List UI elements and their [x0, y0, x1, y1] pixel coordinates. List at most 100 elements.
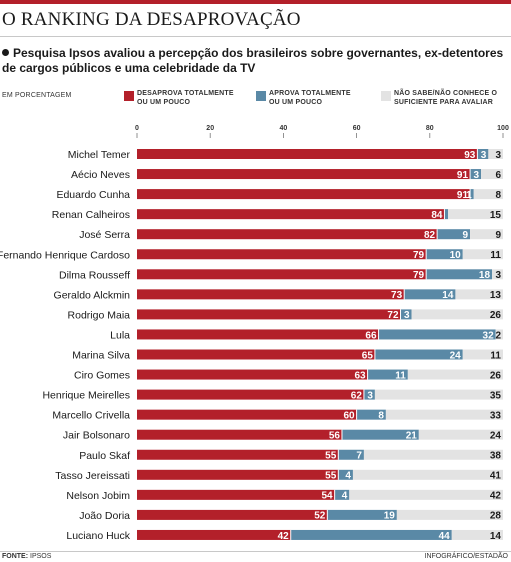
data-label-unknown: 24	[490, 431, 502, 442]
bar-disapprove	[137, 449, 339, 460]
category-label: Renan Calheiros	[52, 209, 130, 221]
bar-unknown	[455, 289, 503, 300]
data-label-unknown: 35	[490, 390, 502, 401]
top-rule	[0, 0, 511, 4]
legend-item-unknown: NÃO SABE/NÃO CONHECE O SUFICIENTE PARA A…	[381, 90, 497, 107]
source-note: FONTE: IPSOS	[2, 553, 51, 560]
bar-disapprove	[137, 389, 364, 400]
category-label: Rodrigo Maia	[68, 309, 131, 321]
data-label-disapprove: 84	[431, 210, 443, 221]
bar-approve	[356, 409, 386, 420]
data-label-disapprove: 65	[362, 350, 374, 361]
category-label: Henrique Meirelles	[42, 390, 130, 402]
bar-unknown	[470, 229, 503, 240]
credit-note: INFOGRÁFICO/ESTADÃO	[424, 553, 509, 560]
bar-unknown	[385, 409, 503, 420]
category-label: Eduardo Cunha	[56, 189, 130, 201]
data-label-disapprove: 91	[457, 190, 469, 201]
data-label-approve: 21	[406, 431, 418, 442]
footer-divider	[0, 551, 511, 552]
category-label: Michel Temer	[68, 149, 131, 161]
bar-disapprove	[137, 189, 471, 200]
unit-label: EM PORCENTAGEM	[2, 92, 72, 99]
bar-approve	[338, 449, 364, 460]
category-label: Geraldo Alckmin	[54, 289, 131, 301]
bar-disapprove	[137, 169, 471, 180]
bar-approve	[367, 369, 408, 380]
bar-unknown	[396, 509, 503, 520]
data-label-disapprove: 42	[278, 531, 290, 542]
data-label-unknown: 9	[495, 230, 501, 241]
category-label: Lula	[110, 329, 130, 341]
bar-unknown	[462, 349, 503, 360]
legend-swatch-disapprove	[124, 91, 134, 101]
source-label: FONTE:	[2, 553, 29, 560]
data-label-approve: 3	[404, 310, 410, 321]
bar-unknown	[492, 269, 503, 280]
category-label: Dilma Rousseff	[59, 269, 130, 281]
category-label: João Doria	[79, 510, 130, 522]
data-label-disapprove: 62	[351, 390, 363, 401]
legend-item-disapprove: DESAPROVA TOTALMENTE OU UM POUCO	[124, 90, 234, 107]
bar-unknown	[411, 309, 503, 320]
x-tick-label-100: 100	[497, 125, 509, 132]
data-label-unknown: 13	[490, 290, 502, 301]
data-label-approve: 3	[481, 150, 487, 161]
bar-disapprove	[137, 529, 291, 540]
bar-disapprove	[137, 229, 438, 240]
category-label: Paulo Skaf	[79, 450, 130, 462]
bar-unknown	[363, 449, 503, 460]
data-label-approve: 3	[367, 390, 373, 401]
data-label-disapprove: 66	[365, 330, 377, 341]
data-label-approve: 32	[483, 330, 495, 341]
data-label-disapprove: 54	[322, 491, 334, 502]
data-label-unknown: 41	[490, 471, 502, 482]
bar-unknown	[481, 169, 503, 180]
category-label: Tasso Jereissati	[55, 470, 130, 482]
data-label-unknown: 33	[490, 410, 502, 421]
bar-unknown	[349, 489, 503, 500]
bar-approve	[327, 509, 397, 520]
bar-disapprove	[137, 209, 445, 220]
data-label-disapprove: 55	[325, 451, 337, 462]
data-label-approve: 7	[356, 451, 362, 462]
category-label: Ciro Gomes	[74, 370, 130, 382]
x-tick-label-60: 60	[353, 125, 361, 132]
bar-approve	[290, 529, 452, 540]
data-label-approve: 14	[442, 290, 454, 301]
bar-disapprove	[137, 329, 379, 340]
bar-approve	[338, 469, 353, 480]
x-tick-label-80: 80	[426, 125, 434, 132]
data-label-approve: 9	[462, 230, 468, 241]
data-label-approve: 11	[395, 370, 406, 381]
bar-approve	[426, 249, 463, 260]
bar-approve	[341, 429, 419, 440]
bar-disapprove	[137, 289, 405, 300]
legend-swatch-unknown	[381, 91, 391, 101]
bar-approve	[470, 189, 474, 200]
title-divider	[0, 36, 511, 37]
data-label-unknown: 38	[490, 451, 502, 462]
x-tick-label-20: 20	[206, 125, 214, 132]
data-label-unknown: 26	[490, 310, 502, 321]
bar-approve	[334, 489, 350, 500]
data-label-disapprove: 72	[387, 310, 399, 321]
bar-unknown	[374, 389, 503, 400]
bar-unknown	[488, 149, 503, 159]
bar-disapprove	[137, 509, 328, 520]
data-label-approve: 19	[384, 511, 396, 522]
data-label-disapprove: 63	[354, 370, 366, 381]
bar-approve	[437, 229, 471, 240]
category-label: Marcello Crivella	[52, 410, 130, 422]
data-label-approve: 4	[345, 471, 351, 482]
data-label-unknown: 42	[490, 491, 502, 502]
bar-approve	[378, 329, 496, 340]
data-label-disapprove: 93	[464, 150, 476, 161]
bar-approve	[426, 269, 493, 280]
bullet-icon	[2, 49, 9, 56]
category-label: Nelson Jobim	[66, 490, 130, 502]
data-label-disapprove: 60	[343, 410, 355, 421]
data-label-unknown: 2	[495, 330, 501, 341]
subtitle-text: Pesquisa Ipsos avaliou a percepção dos b…	[2, 46, 504, 75]
